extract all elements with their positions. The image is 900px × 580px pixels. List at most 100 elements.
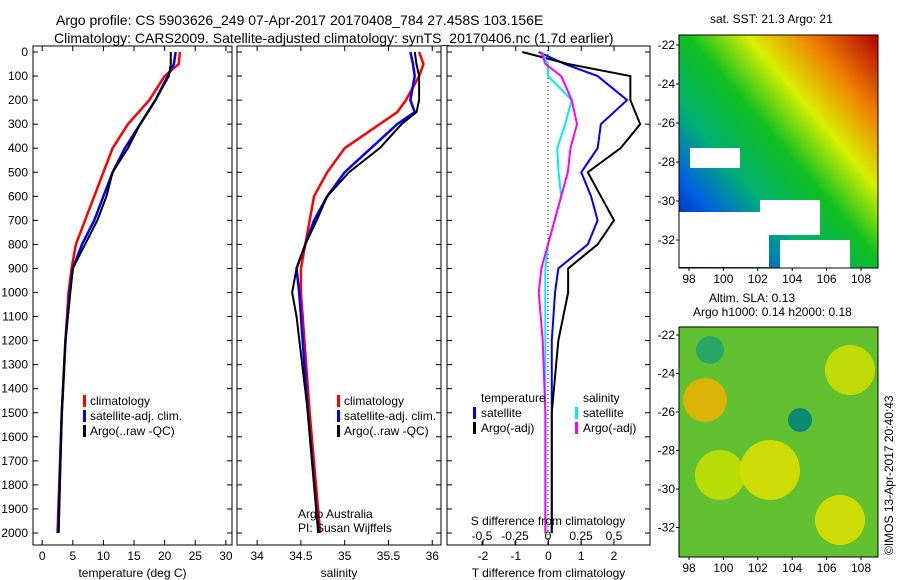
- credit-text: ©IMOS 13-Apr-2017 20:40:43: [882, 395, 896, 555]
- diff-line-t-satellite: [538, 51, 629, 533]
- map-lon-label: 104: [782, 272, 802, 286]
- map-lat-label: -26: [658, 405, 676, 419]
- legend-label: climatology: [344, 394, 404, 408]
- plot-frame-1: [236, 45, 442, 546]
- x-tick-label: 2: [611, 549, 618, 563]
- x-tick-label: -1: [510, 549, 521, 563]
- map-lat-label: -22: [658, 38, 676, 52]
- title-line-2: Climatology: CARS2009. Satellite-adjuste…: [54, 30, 614, 46]
- map-0-frame: [678, 34, 879, 269]
- legend-label: Argo(..raw -QC): [344, 424, 429, 438]
- sla-map-title-1: Altim. SLA: 0.13: [709, 291, 796, 305]
- legend-label: satellite-adj. clim.: [90, 409, 182, 423]
- depth-tick-label: 1000: [1, 286, 28, 300]
- depth-tick-label: 1100: [2, 310, 28, 324]
- depth-tick-label: 1600: [1, 430, 28, 444]
- profile-line-climatology: [299, 51, 425, 534]
- legend-swatch: [337, 395, 340, 407]
- map-lat-label: -28: [658, 444, 676, 458]
- legend-label: satellite-adj. clim.: [344, 409, 436, 423]
- legend-swatch: [473, 422, 476, 434]
- depth-tick-label: 200: [8, 93, 28, 107]
- sla-blob: [825, 345, 875, 395]
- sla-blob: [695, 450, 745, 500]
- x-axis-label: temperature (deg C): [78, 566, 186, 580]
- sst-map-title: sat. SST: 21.3 Argo: 21: [710, 12, 833, 26]
- depth-tick-label: 1500: [1, 406, 28, 420]
- plot-frame-0: [32, 45, 233, 546]
- map-lat-label: -22: [658, 328, 676, 342]
- sla-blob: [740, 440, 800, 500]
- s-axis-label: S difference from climatology: [471, 514, 626, 528]
- missing-data-patch: [690, 148, 740, 168]
- legend-swatch: [575, 422, 578, 434]
- sla-blob: [696, 336, 724, 364]
- missing-data-patch: [760, 200, 820, 235]
- x-tick-label: 0: [39, 549, 46, 563]
- legend-swatch: [83, 410, 86, 422]
- x-tick-label: 0: [545, 549, 552, 563]
- depth-tick-label: 1700: [1, 454, 28, 468]
- depth-tick-label: 300: [8, 117, 28, 131]
- profile-line-satellite-adj-clim-: [56, 51, 177, 534]
- x-tick-label: 5: [69, 549, 76, 563]
- profile-line-argo-raw-qc-: [291, 51, 421, 534]
- sla-map-title-2: Argo h1000: 0.14 h2000: 0.18: [693, 305, 852, 319]
- annotation-line-1: Argo Australia: [298, 507, 373, 521]
- depth-tick-label: 0: [21, 45, 28, 59]
- missing-data-patch: [780, 240, 850, 268]
- legend-swatch: [83, 425, 86, 437]
- legend-swatch: [83, 395, 86, 407]
- map-lat-label: -32: [658, 233, 676, 247]
- map-lon-label: 98: [682, 561, 696, 575]
- profile-line-argo-raw-qc-: [57, 52, 172, 534]
- x-tick-label: 35.5: [377, 549, 401, 563]
- map-lat-label: -24: [658, 77, 676, 91]
- depth-tick-label: 700: [8, 213, 28, 227]
- map-lon-label: 102: [748, 561, 768, 575]
- depth-tick-label: 400: [8, 141, 28, 155]
- diff-line-t-argo-adj-: [522, 51, 642, 533]
- depth-tick-label: 1400: [1, 382, 28, 396]
- x-tick-label: 34: [250, 549, 264, 563]
- diff-line-s-argo-adj-: [537, 51, 579, 533]
- legend-swatch: [337, 425, 340, 437]
- x-tick-label: 30: [219, 549, 233, 563]
- map-lon-label: 108: [851, 561, 871, 575]
- map-lat-label: -30: [658, 194, 676, 208]
- depth-tick-label: 2000: [1, 526, 28, 540]
- profile-line-climatology: [56, 51, 182, 534]
- depth-tick-label: 1800: [1, 478, 28, 492]
- depth-tick-label: 1900: [1, 502, 28, 516]
- map-lon-label: 106: [817, 561, 837, 575]
- sla-blob: [788, 408, 812, 432]
- title-line-1: Argo profile: CS 5903626_249 07-Apr-2017…: [56, 12, 544, 28]
- x-tick-label: 20: [158, 549, 172, 563]
- map-lon-label: 100: [713, 272, 733, 286]
- legend-label: Argo(-adj): [583, 421, 636, 435]
- sla-blob: [815, 495, 865, 545]
- map-lon-label: 98: [682, 272, 696, 286]
- s-tick-label: 0.25: [569, 529, 593, 543]
- depth-tick-label: 1200: [1, 334, 28, 348]
- legend-label: satellite: [481, 406, 522, 420]
- legend-label: satellite: [583, 406, 624, 420]
- x-tick-label: 15: [127, 549, 141, 563]
- s-tick-label: -0.5: [472, 529, 493, 543]
- x-tick-label: 1: [578, 549, 585, 563]
- x-axis-label: salinity: [321, 566, 358, 580]
- depth-tick-label: 800: [8, 237, 28, 251]
- map-lon-label: 100: [713, 561, 733, 575]
- map-1-frame: [678, 326, 879, 558]
- x-axis-label: T difference from climatology: [472, 566, 626, 580]
- map-lat-label: -26: [658, 116, 676, 130]
- map-lon-label: 108: [851, 272, 871, 286]
- legend-label: Argo(-adj): [481, 421, 534, 435]
- x-tick-label: 34.5: [289, 549, 313, 563]
- legend-salinity-title: salinity: [583, 391, 620, 405]
- legend-swatch: [473, 407, 476, 419]
- legend-label: Argo(..raw -QC): [90, 424, 175, 438]
- x-tick-label: 10: [97, 549, 111, 563]
